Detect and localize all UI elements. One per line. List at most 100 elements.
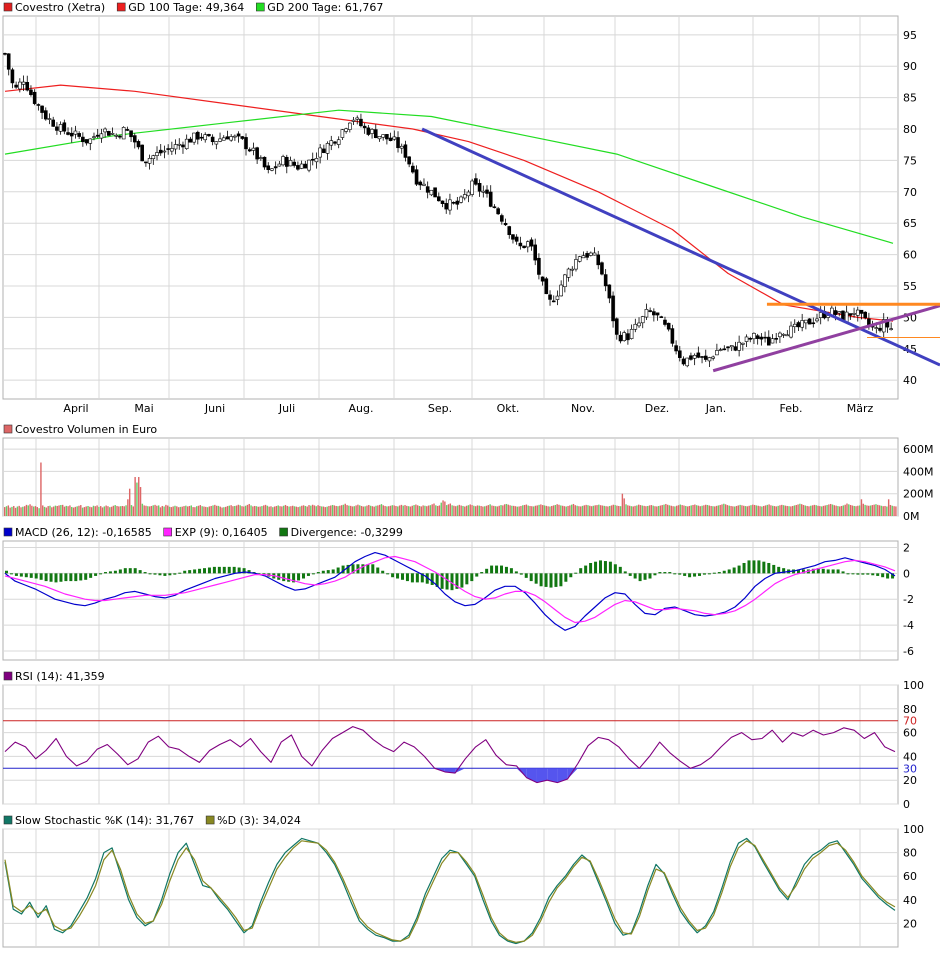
volume-bar [391,505,394,516]
volume-bar [625,504,627,516]
candle-body [781,333,786,336]
candle-body [859,309,864,314]
x-axis-label-10: Feb. [780,402,803,415]
candle-body [140,144,144,162]
divergence-bar [871,573,875,576]
rsi-panel-frame [2,684,899,805]
price-panel-tick-0: 95 [903,29,917,42]
candle-body [292,161,297,166]
candle-body [118,135,122,138]
candle-body [574,259,578,270]
volume-bar [668,505,671,516]
divergence-bar [811,568,815,574]
volume-bar [431,504,433,516]
volume-bar [176,506,178,516]
candle-body [47,118,52,120]
rsi-panel-tick-3: 40 [903,750,917,763]
divergence-bar [282,573,286,582]
candle-body [778,332,782,338]
candle-body [288,160,293,167]
volume-bar [632,506,634,516]
volume-bar [538,504,540,516]
divergence-bar [891,573,895,579]
divergence-bar [14,573,18,576]
candle-body [340,129,345,138]
candle-body [132,135,137,143]
divergence-bar [579,568,583,574]
divergence-bar [336,567,340,574]
volume-bar [619,506,622,516]
divergence-bar [435,573,439,587]
volume-bar [857,505,859,516]
volume-bar [161,505,163,516]
divergence-bar [168,573,172,576]
candle-body [533,244,538,261]
volume-bar [112,505,115,516]
price-panel-tick-6: 65 [903,217,917,230]
candle-body [611,295,615,322]
candle-body [737,341,741,351]
volume-bar [25,504,28,516]
volume-bar [643,505,645,516]
candle-body [644,309,649,318]
volume-bar [206,507,209,516]
volume-bar [355,505,357,516]
divergence-bar [445,573,449,590]
volume-bar [746,506,749,516]
candle-body [529,239,534,247]
volume-bar [493,505,495,516]
volume-bar [634,505,636,516]
volume-bar [732,506,734,516]
candle-body [173,144,178,150]
candle-body [540,276,545,282]
volume-bar [128,488,131,516]
divergence-bar [321,570,325,574]
divergence-bar [415,573,419,583]
volume-bar [92,505,95,516]
volume-bar [523,504,526,516]
volume-bar [630,506,633,516]
candle-body [262,156,267,168]
price-panel-tick-2: 85 [903,92,917,105]
volume-bar [447,504,450,516]
candle-body [700,356,704,358]
volume-bar [277,505,279,516]
candle-body [418,181,423,186]
volume-bar [706,504,709,516]
volume-bar [223,507,225,516]
volume-bar [522,505,524,516]
divergence-bar [346,564,350,574]
divergence-bar [148,573,152,575]
x-axis-label-8: Dez. [645,402,670,415]
divergence-bar [777,566,781,574]
candle-body [807,318,812,325]
candle-body [437,196,441,202]
volume-bar [420,506,423,516]
volume-bar [397,506,399,516]
volume-bar [694,504,696,516]
volume-bar [768,504,770,516]
volume-bar [382,505,384,516]
volume-bar [724,504,727,516]
volume-bar [837,506,839,516]
candle-body [284,156,289,167]
candle-body [170,148,174,152]
volume-bar [205,506,207,516]
volume-bar [110,506,113,516]
volume-bar [85,506,87,516]
volume-bar [386,506,388,516]
volume-bar [45,507,48,516]
divergence-bar [594,561,598,574]
candle-body [62,122,67,132]
volume-bar [136,482,138,516]
candle-body [626,333,630,341]
candle-body [344,128,348,132]
volume-bar [503,504,506,516]
divergence-bar [24,573,28,578]
volume-bar [791,505,794,516]
divergence-bar [113,570,117,574]
volume-bar [612,504,615,516]
volume-bar [246,504,249,516]
divergence-bar [64,573,68,582]
divergence-bar [866,573,870,575]
